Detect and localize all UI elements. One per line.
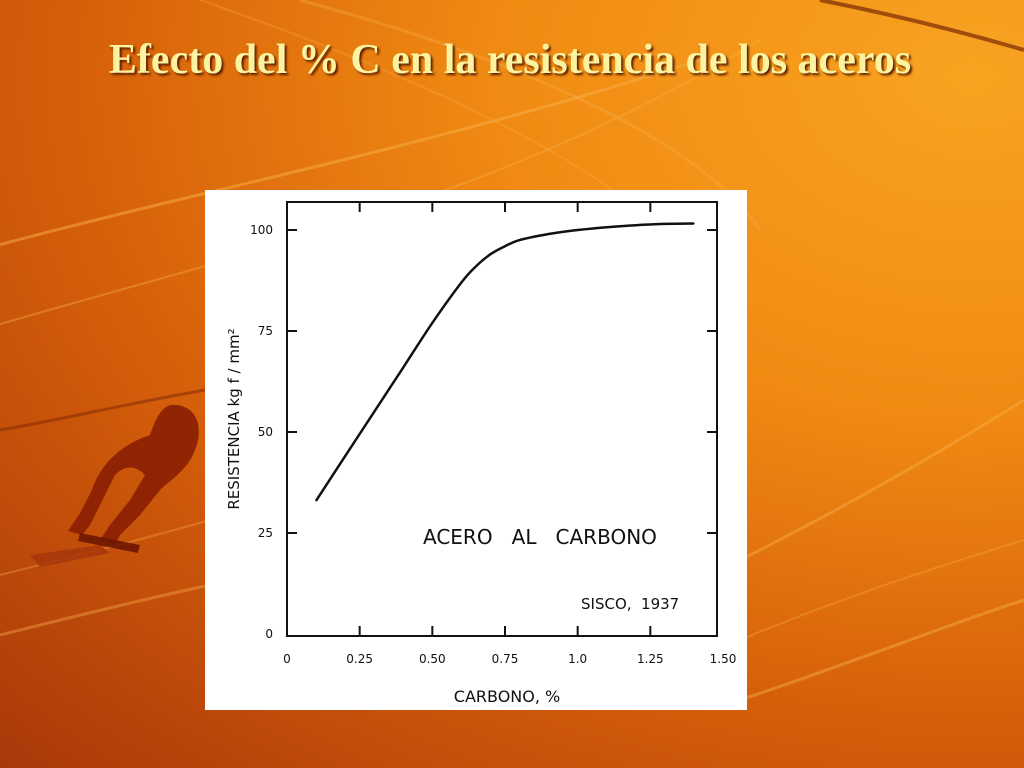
x-tick-label: 0.50 xyxy=(419,652,446,666)
plot-frame xyxy=(286,201,718,637)
annotation-series-name: ACERO AL CARBONO xyxy=(423,525,657,549)
y-tick-label: 75 xyxy=(258,324,273,338)
data-point xyxy=(344,455,346,458)
data-point xyxy=(518,239,521,241)
x-tick-label: 0 xyxy=(283,652,291,666)
x-tick-label: 1.25 xyxy=(637,652,664,666)
data-point xyxy=(547,233,550,235)
y-axis-label: RESISTENCIA kg f / mm² xyxy=(225,328,243,509)
runner-silhouette-icon xyxy=(30,404,199,567)
x-tick-label: 1.0 xyxy=(568,652,587,666)
y-tick-label: 50 xyxy=(258,425,273,439)
data-point xyxy=(664,223,666,225)
data-point xyxy=(460,281,463,284)
annotation-source: SISCO, 1937 xyxy=(581,595,679,613)
series-points xyxy=(315,222,695,502)
y-tick-label: 100 xyxy=(250,223,273,237)
x-tick-labels: 0 0.25 0.50 0.75 1.0 1.25 1.50 xyxy=(283,652,736,666)
data-point xyxy=(576,229,579,231)
slide-title: Efecto del % C en la resistencia de los … xyxy=(108,37,912,83)
x-tick-label: 0.75 xyxy=(492,652,519,666)
y-tick-label: 0 xyxy=(265,627,273,641)
data-point xyxy=(315,499,317,502)
data-point xyxy=(431,322,434,324)
x-tick-label: 0.25 xyxy=(346,652,373,666)
data-point xyxy=(605,226,608,228)
axis-ticks xyxy=(287,202,717,636)
y-tick-labels: 0 25 50 75 100 xyxy=(250,223,273,641)
data-point xyxy=(402,366,405,369)
x-axis-label: CARBONO, % xyxy=(454,687,560,706)
data-point xyxy=(489,253,492,256)
data-point xyxy=(373,411,375,413)
resistance-carbon-chart: 0 0.25 0.50 0.75 1.0 1.25 1.50 0 25 50 75 100 CARB… xyxy=(225,201,736,706)
y-tick-label: 25 xyxy=(258,526,273,540)
data-point xyxy=(635,224,637,226)
data-point xyxy=(693,222,695,225)
data-point xyxy=(504,245,506,247)
series-line xyxy=(315,222,694,502)
x-tick-label: 1.50 xyxy=(710,652,737,666)
chart-panel: 0 0.25 0.50 0.75 1.0 1.25 1.50 0 25 50 75 100 CARB… xyxy=(205,190,747,710)
data-point xyxy=(475,265,477,268)
